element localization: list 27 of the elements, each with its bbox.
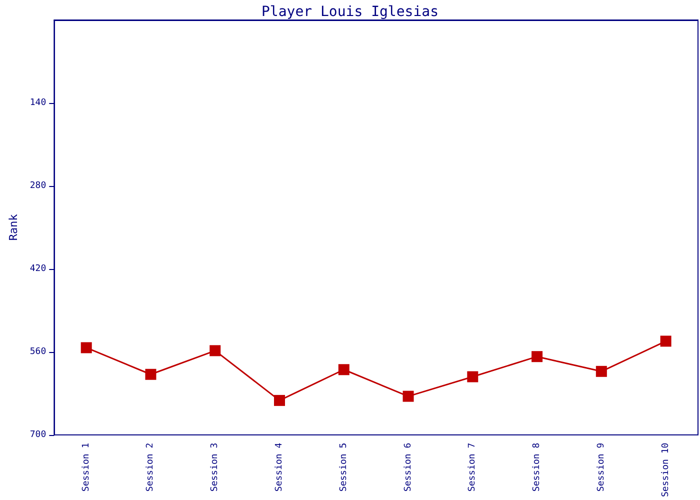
point: [532, 351, 543, 362]
point: [660, 336, 672, 347]
x-tick-label: Session 9: [596, 442, 606, 492]
x-tick-label: Session 3: [210, 442, 220, 492]
chart-title: Player Louis Iglesias: [261, 4, 439, 20]
y-tick-label: 560: [30, 346, 46, 357]
x-tick-label: Session 6: [403, 442, 414, 492]
point: [145, 368, 156, 380]
x-tick-label: Session 5: [338, 442, 349, 492]
x-tick-label: Session 7: [468, 442, 478, 492]
x-tick-label: Session 10: [660, 442, 671, 498]
y-axis-title: Rank: [7, 214, 20, 241]
point: [596, 366, 607, 377]
point: [274, 394, 285, 406]
point: [338, 364, 350, 376]
y-tick-label: 420: [30, 264, 46, 274]
point: [80, 342, 92, 354]
point: [210, 345, 221, 356]
y-tick-label: 700: [30, 430, 46, 440]
x-tick-label: Session 1: [81, 442, 92, 492]
y-tick-label: 140: [30, 98, 46, 108]
x-tick-label: Session 2: [146, 442, 156, 492]
point: [402, 390, 414, 402]
point: [467, 371, 478, 382]
y-tick-label: 280: [30, 180, 46, 191]
x-tick-label: Session 8: [532, 442, 542, 492]
x-tick-label: Session 4: [274, 442, 284, 492]
